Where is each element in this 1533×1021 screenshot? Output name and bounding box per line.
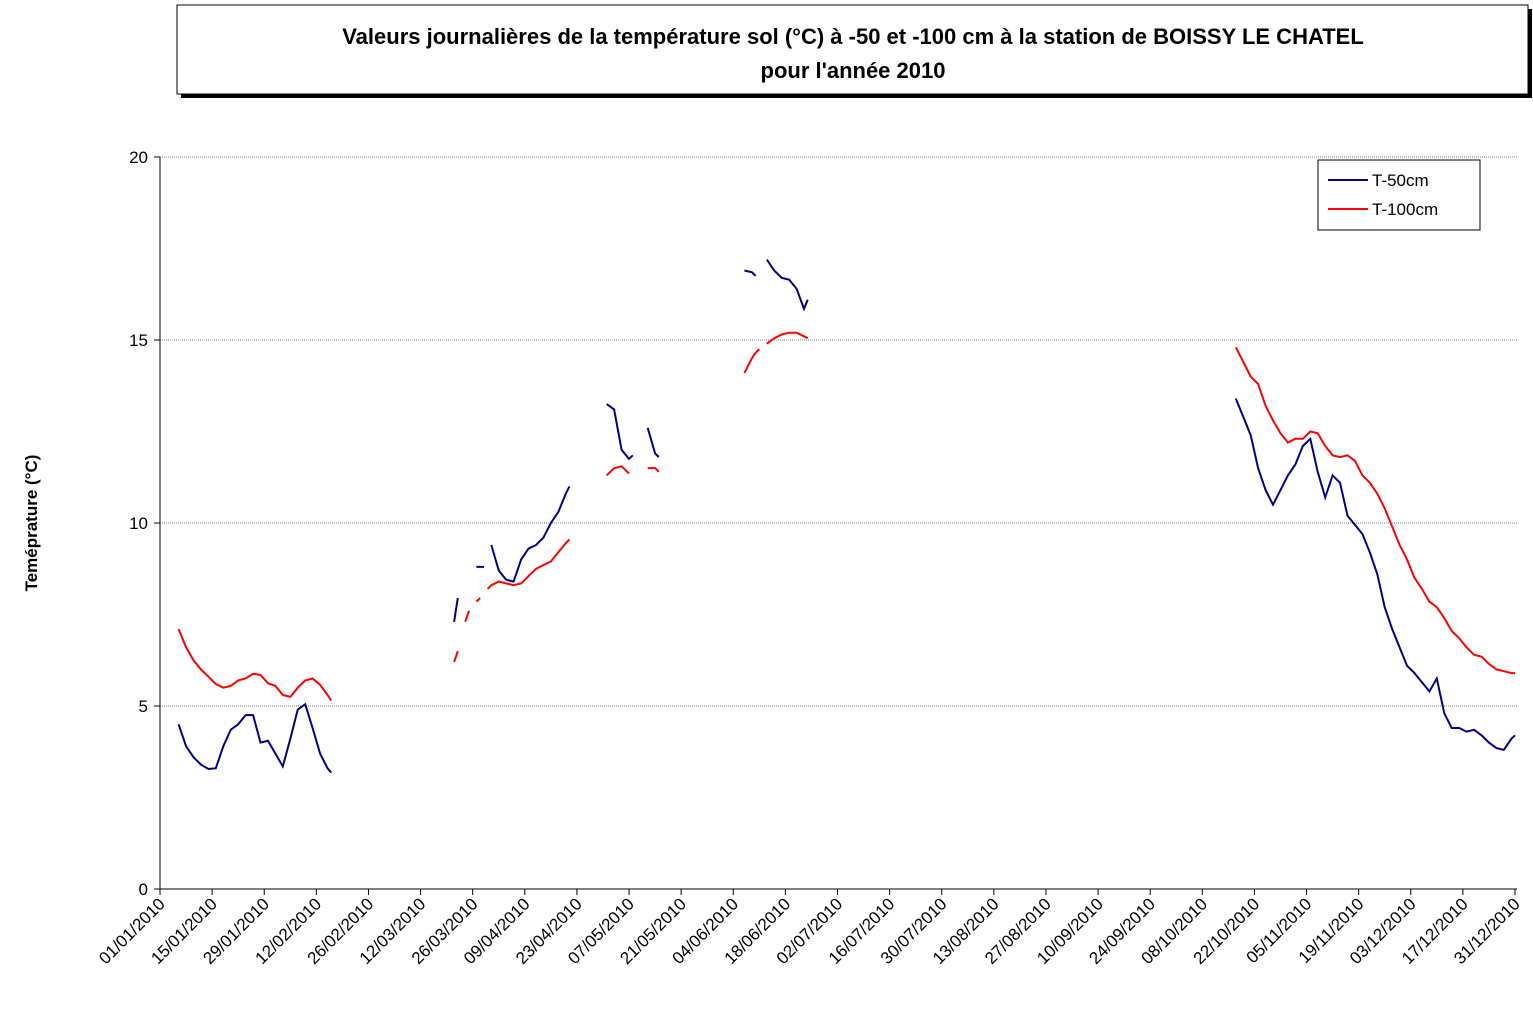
y-axis-label: Teméprature (°C) bbox=[22, 455, 41, 592]
chart-title: pour l'année 2010 bbox=[761, 58, 946, 83]
title-box bbox=[176, 4, 1529, 95]
y-tick-label: 10 bbox=[129, 514, 148, 533]
chart-title: Valeurs journalières de la température s… bbox=[342, 24, 1364, 49]
y-tick-label: 20 bbox=[129, 148, 148, 167]
legend-box bbox=[1317, 159, 1481, 231]
series-line bbox=[177, 331, 1515, 702]
y-tick-label: 0 bbox=[139, 880, 148, 899]
series-line bbox=[177, 258, 1516, 774]
legend-label: T-100cm bbox=[1372, 200, 1438, 219]
legend-label: T-50cm bbox=[1372, 171, 1429, 190]
y-tick-label: 15 bbox=[129, 331, 148, 350]
y-tick-label: 5 bbox=[139, 697, 148, 716]
